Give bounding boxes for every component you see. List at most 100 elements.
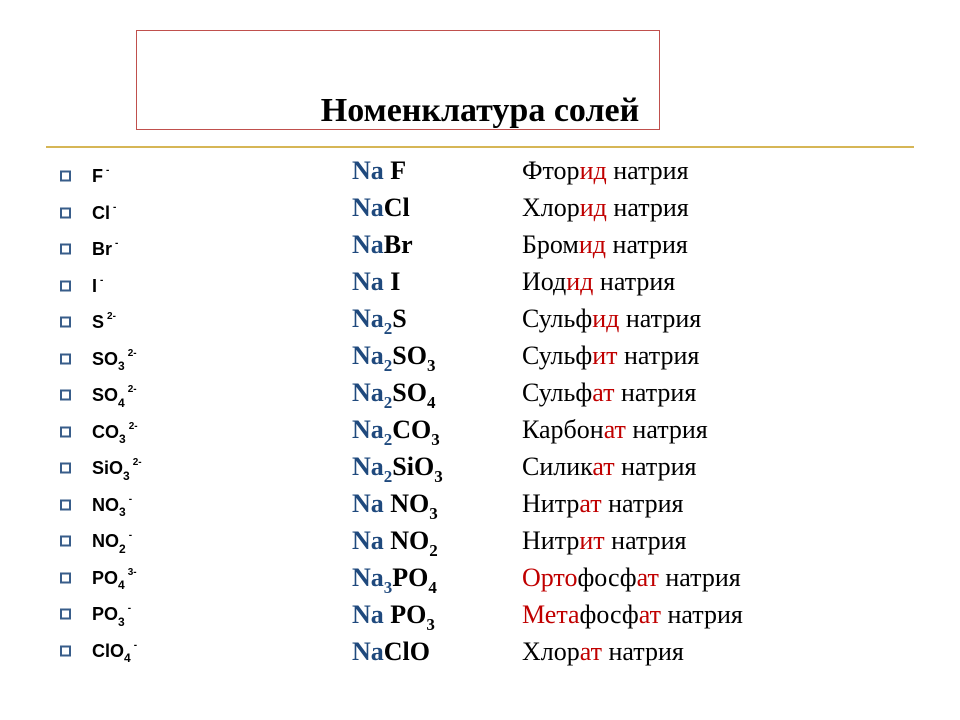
compound-row: NaClO Хлорат натрия <box>352 633 942 670</box>
name-tail: натрия <box>607 193 689 222</box>
formula-rest: NO <box>384 526 430 555</box>
compound-name: Сульфит натрия <box>522 337 699 374</box>
compound-name: Фторид натрия <box>522 152 689 189</box>
ion-item: PO3- <box>60 596 320 633</box>
formula-rest: Br <box>384 230 413 259</box>
name-tail: натрия <box>602 489 684 518</box>
name-tail: натрия <box>593 267 675 296</box>
formula-na-sub: 3 <box>384 578 393 597</box>
name-suffix: ит <box>592 341 617 370</box>
compound-formula: Na3PO4 <box>352 559 522 596</box>
name-prefix-black: Хлор <box>522 637 580 666</box>
formula-rest: PO <box>392 563 428 592</box>
ion-base: F <box>92 166 103 186</box>
name-tail: натрия <box>619 304 701 333</box>
formula-na: Na <box>352 230 384 259</box>
compound-formula: NaBr <box>352 226 522 263</box>
name-suffix: ат <box>637 563 659 592</box>
bullet-icon <box>60 317 71 328</box>
compounds-list: Na FФторид натрияNaCl Хлорид натрияNaBr … <box>352 152 942 670</box>
compound-row: Na3PO4 Ортофосфат натрия <box>352 559 942 596</box>
ion-item: SO42- <box>60 377 320 414</box>
formula-na: Na <box>352 600 384 629</box>
bullet-icon <box>60 426 71 437</box>
name-tail: натрия <box>602 637 684 666</box>
compound-name: Силикат натрия <box>522 448 696 485</box>
formula-na-sub: 2 <box>384 356 393 375</box>
ion-item: Cl- <box>60 195 320 232</box>
ion-charge: - <box>106 165 109 176</box>
name-suffix: ат <box>592 452 614 481</box>
formula-rest: I <box>384 267 401 296</box>
compound-row: Na I Иодид натрия <box>352 263 942 300</box>
formula-rest: NO <box>384 489 430 518</box>
name-prefix-black: Бром <box>522 230 579 259</box>
name-suffix: ат <box>579 489 601 518</box>
ion-charge: 2- <box>129 421 138 432</box>
formula-rest: SO <box>392 341 427 370</box>
bullet-icon <box>60 207 71 218</box>
ion-charge: 3- <box>128 567 137 578</box>
formula-rest: Cl <box>384 193 410 222</box>
formula-na: Na <box>352 267 384 296</box>
ion-base: PO <box>92 604 118 624</box>
bullet-icon <box>60 280 71 291</box>
compound-row: Na FФторид натрия <box>352 152 942 189</box>
name-tail: натрия <box>659 563 741 592</box>
ion-charge: 2- <box>128 384 137 395</box>
name-prefix-black: Сульф <box>522 378 592 407</box>
name-suffix: ид <box>579 230 606 259</box>
bullet-icon <box>60 536 71 547</box>
name-tail: натрия <box>606 230 688 259</box>
ion-charge: 2- <box>128 348 137 359</box>
ion-base: Br <box>92 239 112 259</box>
compound-formula: Na NO2 <box>352 522 522 559</box>
ion-item: I- <box>60 268 320 305</box>
ion-item: CO32- <box>60 414 320 451</box>
name-prefix-black: Иод <box>522 267 566 296</box>
formula-na: Na <box>352 489 384 518</box>
ion-item: F- <box>60 158 320 195</box>
bullet-icon <box>60 244 71 255</box>
compound-name: Нитрит натрия <box>522 522 687 559</box>
name-prefix-black: фосф <box>580 600 639 629</box>
ion-base: SO <box>92 349 118 369</box>
formula-na-sub: 2 <box>384 319 393 338</box>
ion-subscript: 4 <box>118 578 125 592</box>
name-prefix-black: Фтор <box>522 156 580 185</box>
ion-subscript: 3 <box>123 469 130 483</box>
compound-formula: Na NO3 <box>352 485 522 522</box>
name-prefix-red: Мета <box>522 600 580 629</box>
compound-row: Na NO3 Нитрат натрия <box>352 485 942 522</box>
formula-rest: PO <box>384 600 427 629</box>
name-tail: натрия <box>614 378 696 407</box>
ion-charge: 2- <box>107 311 116 322</box>
ion-base: PO <box>92 568 118 588</box>
ion-charge: - <box>129 530 132 541</box>
formula-rest: SO <box>392 378 427 407</box>
compound-name: Ортофосфат натрия <box>522 559 741 596</box>
compound-formula: Na F <box>352 152 522 189</box>
ion-subscript: 3 <box>119 432 126 446</box>
name-prefix-black: Хлор <box>522 193 580 222</box>
name-prefix-black: Нитр <box>522 526 579 555</box>
name-suffix: ат <box>604 415 626 444</box>
ion-subscript: 4 <box>118 396 125 410</box>
name-prefix-black: Сульф <box>522 304 592 333</box>
formula-na-sub: 2 <box>384 430 393 449</box>
compound-formula: Na I <box>352 263 522 300</box>
ion-item: ClO4- <box>60 633 320 670</box>
compound-row: NaBr Бромид натрия <box>352 226 942 263</box>
formula-na: Na <box>352 563 384 592</box>
ion-charge: - <box>129 494 132 505</box>
compound-row: Na2SiO3 Силикат натрия <box>352 448 942 485</box>
compound-formula: Na PO3 <box>352 596 522 633</box>
formula-na-sub: 2 <box>384 467 393 486</box>
compound-name: Сульфид натрия <box>522 300 701 337</box>
formula-rest-sub: 3 <box>426 615 435 634</box>
ion-charge: - <box>113 202 116 213</box>
bullet-icon <box>60 171 71 182</box>
name-suffix: ат <box>580 637 602 666</box>
bullet-icon <box>60 499 71 510</box>
compound-formula: Na2SO4 <box>352 374 522 411</box>
